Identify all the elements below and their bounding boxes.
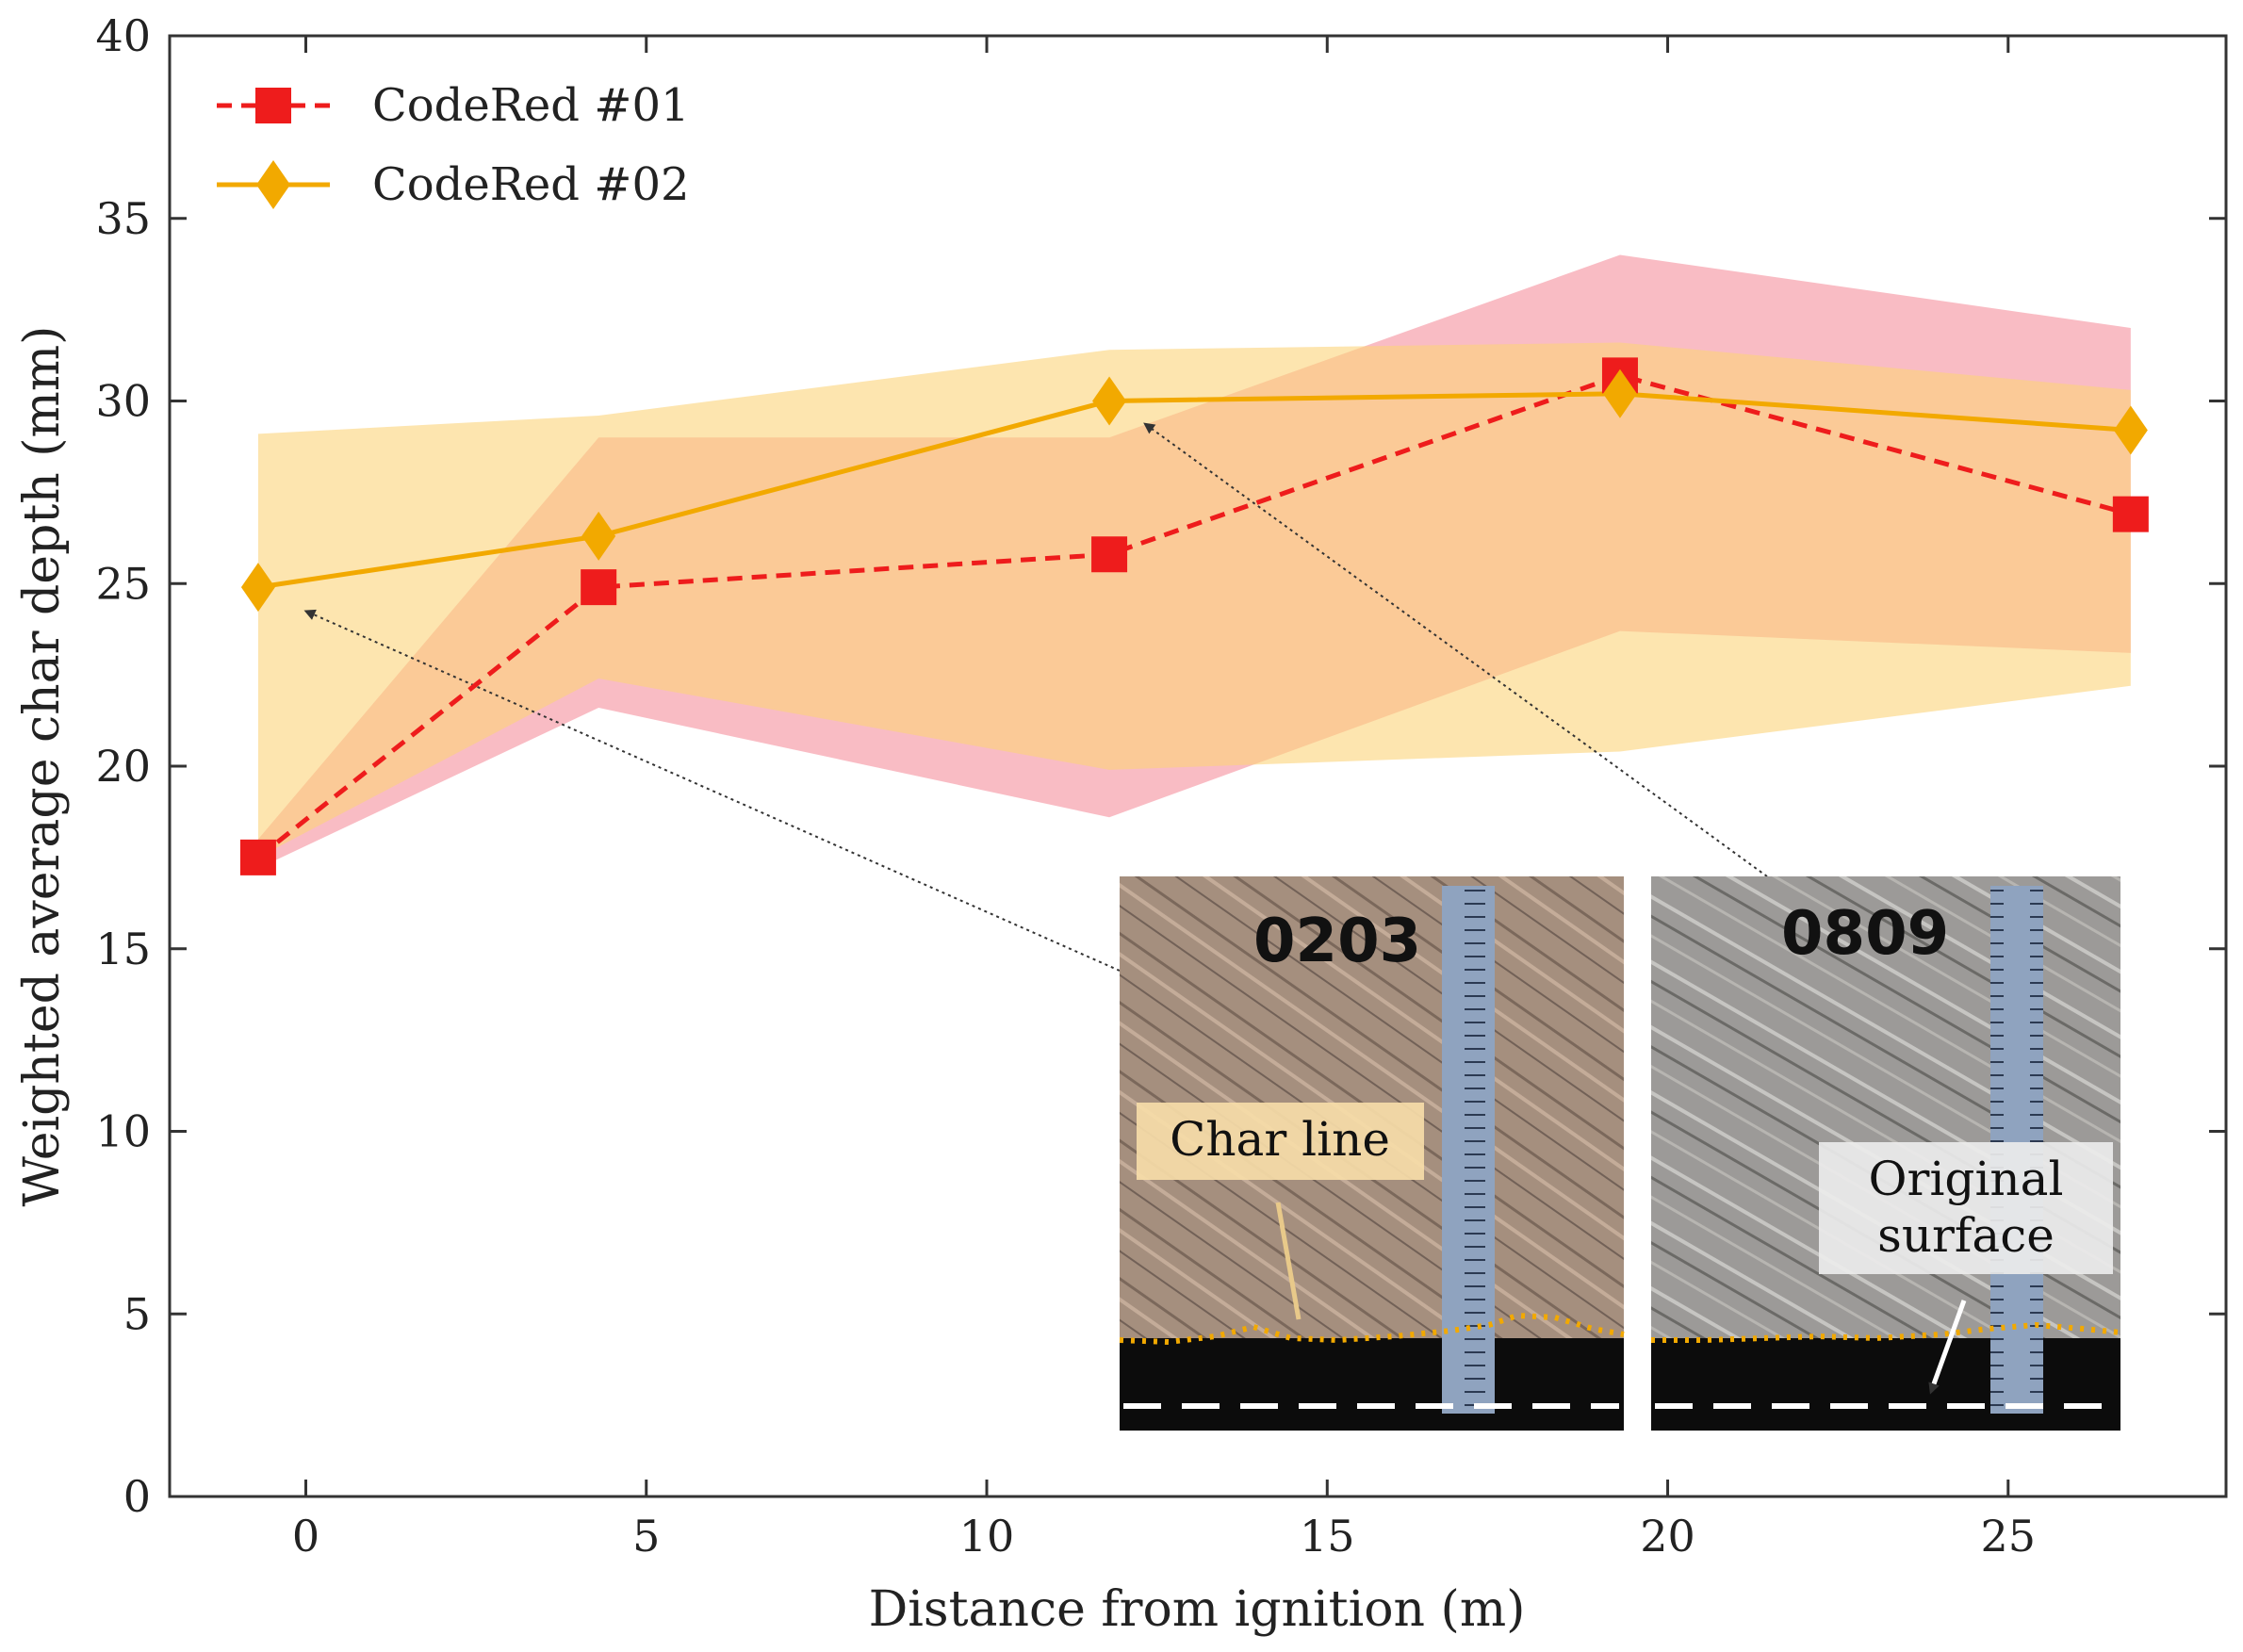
marker-codered-02-2 xyxy=(1092,376,1127,426)
y-tick-label: 0 xyxy=(123,1471,151,1522)
uncertainty-bands xyxy=(257,254,2131,869)
marker-codered-01-2 xyxy=(1091,536,1128,573)
x-axis-label: Distance from ignition (m) xyxy=(869,1581,1526,1638)
y-tick-label: 25 xyxy=(95,558,151,609)
ruler-left xyxy=(1442,886,1495,1414)
marker-codered-02-0 xyxy=(240,563,275,613)
marker-codered-02-1 xyxy=(581,511,616,561)
x-tick-label: 20 xyxy=(1640,1511,1695,1562)
series-layer xyxy=(239,357,2149,875)
x-axis-ticks: 0 5 10 15 20 25 xyxy=(292,36,2036,1562)
char-line-pointer xyxy=(1275,1202,1302,1320)
y-tick-label: 20 xyxy=(95,741,151,792)
sample-marking-left: 0203 xyxy=(1253,907,1421,976)
x-tick-label: 25 xyxy=(1981,1511,2037,1562)
arrow-to-codered02-third-point xyxy=(1143,422,1768,877)
y-tick-label: 40 xyxy=(95,10,151,61)
legend-marker-codered02 xyxy=(256,160,290,209)
annotation-arrows xyxy=(303,422,1768,972)
y-tick-label: 5 xyxy=(123,1288,151,1339)
original-surface-pointer xyxy=(1928,1300,1967,1395)
marker-codered-02-4 xyxy=(2113,405,2148,455)
legend-label-codered01: CodeRed #01 xyxy=(372,79,690,132)
original-surface-label-box xyxy=(1819,1142,2113,1274)
inset-photo-right: 0809 Original surface xyxy=(1651,876,2121,1431)
char-line-label-box xyxy=(1137,1103,1424,1180)
x-tick-label: 15 xyxy=(1300,1511,1355,1562)
legend-marker-codered01 xyxy=(255,88,291,123)
legend: CodeRed #01 CodeRed #02 xyxy=(217,79,690,211)
marker-codered-01-0 xyxy=(239,839,276,875)
char-line-label: Char line xyxy=(1170,1112,1390,1167)
y-tick-label: 15 xyxy=(95,924,151,974)
y-axis-ticks: 0 5 10 15 20 25 30 35 40 xyxy=(95,10,2226,1522)
sample-marking-right: 0809 xyxy=(1781,899,1949,969)
legend-label-codered02: CodeRed #02 xyxy=(372,158,690,211)
y-tick-label: 10 xyxy=(95,1106,151,1157)
band-codered-02 xyxy=(257,342,2131,858)
arrow-to-codered02-first-point xyxy=(303,609,1121,972)
original-surface-label: Original surface xyxy=(1869,1152,2064,1263)
x-tick-label: 5 xyxy=(632,1511,660,1562)
inset-photo-left: 0203 Char line xyxy=(1119,876,1625,1431)
marker-codered-01-4 xyxy=(2112,496,2149,532)
marker-codered-02-3 xyxy=(1602,368,1637,418)
x-tick-label: 0 xyxy=(292,1511,319,1562)
charred-base-right xyxy=(1651,1338,2120,1431)
marker-codered-01-1 xyxy=(581,569,617,606)
char-line-trace-right xyxy=(1651,1321,2121,1343)
charred-base-left xyxy=(1120,1338,1624,1431)
y-axis-label: Weighted average char depth (mm) xyxy=(14,326,71,1207)
y-tick-label: 35 xyxy=(95,193,151,244)
x-tick-label: 10 xyxy=(959,1511,1015,1562)
y-tick-label: 30 xyxy=(95,376,151,427)
